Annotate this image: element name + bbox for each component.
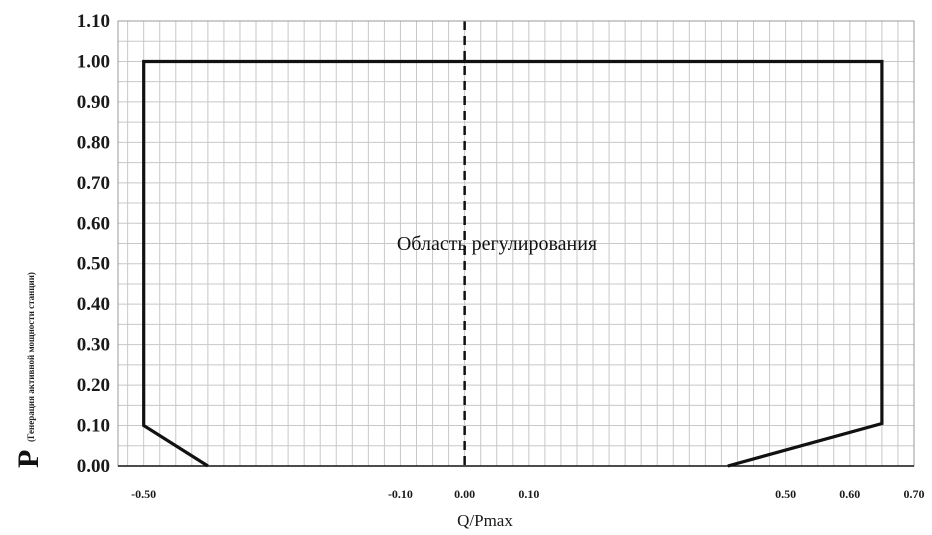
- y-tick-labels: 0.00 0.10 0.20 0.30 0.40 0.50 0.60 0.70 0.80 0.90…: [77, 11, 110, 477]
- y-tick-label: 0.50: [77, 254, 110, 275]
- y-tick-label: 0.40: [77, 294, 110, 315]
- y-tick-label: 0.70: [77, 173, 110, 194]
- y-tick-label: 0.60: [77, 213, 110, 234]
- x-axis-label: Q/Pmax: [457, 511, 513, 530]
- y-tick-label: 0.00: [77, 456, 110, 477]
- x-tick-labels: -0.50 -0.10 0.00 0.10 0.50 0.60 0.70: [131, 487, 924, 501]
- region-annotation: Область регулирования: [397, 233, 597, 255]
- regulation-boundary-line: [142, 59, 884, 468]
- x-tick-label: 0.60: [839, 487, 860, 501]
- y-axis-label: P: [12, 450, 45, 468]
- y-tick-label: 0.30: [77, 335, 110, 356]
- axes: [117, 20, 915, 467]
- y-tick-label: 0.80: [77, 132, 110, 153]
- x-tick-label: 0.70: [904, 487, 925, 501]
- y-tick-label: 0.90: [77, 92, 110, 113]
- y-tick-label: 1.00: [77, 51, 110, 72]
- x-tick-label: -0.50: [131, 487, 156, 501]
- x-tick-label: 0.50: [775, 487, 796, 501]
- y-axis-label-group: P (Генерация активной мощности станции): [12, 272, 45, 468]
- y-tick-label: 0.10: [77, 416, 110, 437]
- y-axis-sublabel: (Генерация активной мощности станции): [26, 272, 36, 442]
- y-tick-label: 1.10: [77, 11, 110, 32]
- x-tick-label: 0.10: [518, 487, 539, 501]
- x-tick-label: -0.10: [388, 487, 413, 501]
- series-layer: [142, 59, 884, 468]
- x-tick-label: 0.00: [454, 487, 475, 501]
- y-tick-label: 0.20: [77, 375, 110, 396]
